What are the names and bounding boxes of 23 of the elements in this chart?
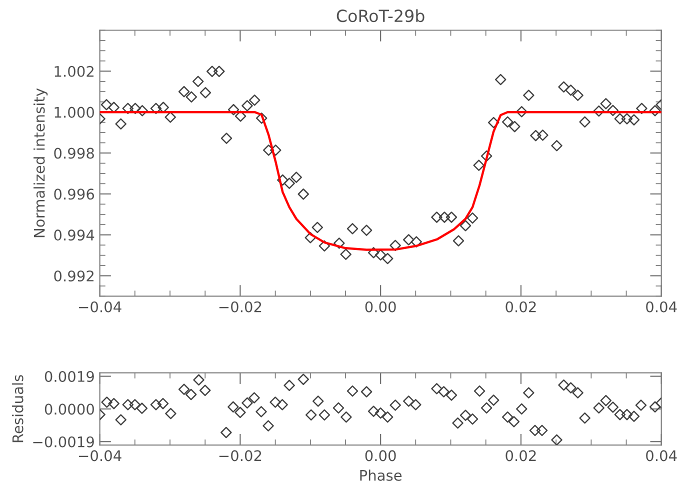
x-tick-label: 0.04 (646, 450, 677, 462)
y-tick-label: 1.000 (54, 106, 94, 118)
y-tick-label: −0.0019 (33, 436, 94, 448)
y-tick-label: 0.0000 (44, 404, 94, 415)
y-tick-label: 0.998 (54, 148, 94, 159)
x-tick-label: −0.02 (219, 301, 262, 312)
x-tick-label: −0.02 (219, 450, 262, 462)
x-axis-title: Phase (360, 470, 402, 481)
chart-title: CoRoT-29b (336, 9, 424, 22)
x-tick-label: 0.00 (365, 450, 396, 462)
y-tick-label: 0.0019 (44, 370, 94, 382)
y-tick-label: 0.994 (54, 230, 94, 241)
y-tick-label: 1.002 (54, 66, 94, 77)
y-tick-label: 0.996 (54, 188, 94, 200)
x-tick-label: 0.02 (506, 450, 536, 462)
x-tick-label: 0.04 (646, 301, 677, 312)
x-tick-label: −0.04 (79, 301, 122, 312)
y-axis-title: Residuals (12, 375, 24, 442)
x-tick-label: −0.04 (79, 450, 122, 462)
y-tick-label: 0.992 (54, 270, 94, 282)
x-tick-label: 0.02 (506, 301, 536, 312)
x-tick-label: 0.00 (365, 301, 396, 312)
y-axis-title: Normalized intensity (34, 88, 48, 238)
